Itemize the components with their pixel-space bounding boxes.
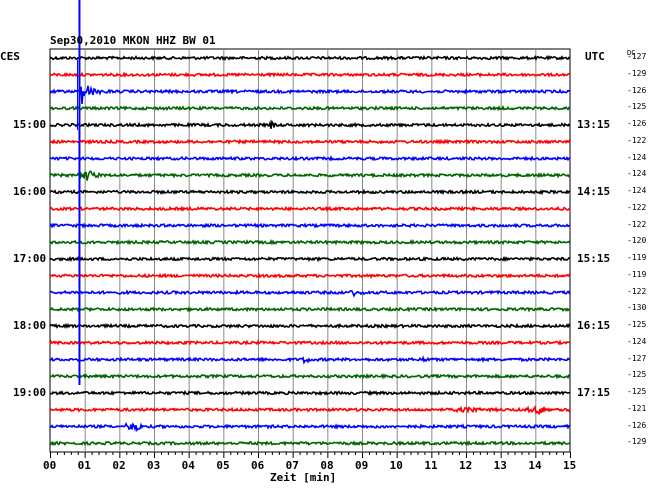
right-time-label: 13:15	[577, 118, 611, 131]
seismic-trace	[49, 71, 570, 78]
plot-frame	[49, 48, 571, 453]
x-tick-label: 11	[424, 459, 438, 472]
dc-value: -125	[627, 102, 647, 112]
x-tick-label: 05	[216, 459, 230, 472]
chart-title: Sep30,2010 MKON HHZ BW 01	[50, 34, 216, 47]
seismic-trace	[49, 389, 571, 397]
dc-value: -122	[627, 286, 647, 296]
dc-value: -124	[627, 186, 647, 195]
seismic-trace	[49, 339, 571, 346]
seismic-trace	[49, 55, 571, 62]
dc-value: -125	[627, 370, 647, 380]
seismic-trace	[49, 188, 571, 196]
dc-value: -122	[627, 219, 647, 229]
left-time-label: 16:00	[13, 185, 47, 198]
seismic-trace	[49, 289, 571, 298]
right-time-label: 15:15	[577, 252, 611, 265]
right-axis-label: UTC	[585, 50, 605, 63]
dc-value: -122	[627, 202, 647, 212]
dc-value: -120	[627, 236, 647, 246]
left-time-label: 18:00	[13, 319, 47, 332]
dc-value: -125	[627, 387, 647, 396]
right-time-label: 17:15	[577, 386, 611, 399]
dc-value: -126	[627, 85, 647, 95]
x-tick-label: 07	[285, 459, 299, 472]
seismic-trace	[49, 372, 571, 380]
dc-value: -124	[627, 336, 647, 346]
seismic-trace	[49, 85, 571, 105]
right-time-label: 16:15	[577, 319, 611, 332]
seismic-trace	[49, 305, 571, 313]
x-tick-label: 13	[493, 459, 507, 472]
dc-value: -122	[627, 135, 647, 145]
dc-value: -125	[627, 320, 647, 329]
x-tick-label: 06	[251, 459, 265, 472]
seismic-trace	[49, 405, 571, 416]
seismic-trace	[49, 322, 571, 330]
left-time-label: 15:00	[13, 118, 47, 131]
x-tick-label: 09	[355, 459, 369, 472]
dc-value: -126	[627, 420, 647, 430]
dc-value: -119	[627, 253, 647, 262]
dc-value: -124	[627, 169, 647, 179]
seismic-trace	[49, 421, 571, 433]
right-time-label: 14:15	[577, 185, 611, 198]
dc-value: -126	[627, 119, 647, 128]
x-tick-label: 14	[528, 459, 542, 472]
dc-value: -129	[627, 68, 647, 78]
seismic-trace	[49, 205, 571, 213]
seismic-trace	[49, 272, 571, 279]
seismic-trace	[49, 238, 571, 246]
dc-value: -127	[627, 353, 647, 363]
seismic-trace	[49, 222, 570, 229]
x-tick-label: 01	[77, 459, 91, 472]
seismic-trace	[49, 355, 571, 365]
dc-value: -121	[627, 403, 647, 413]
dc-label: DC	[627, 49, 636, 57]
x-tick-label: 12	[459, 459, 473, 472]
dc-value: -124	[627, 152, 647, 162]
left-time-label: 19:00	[13, 386, 47, 399]
x-tick-label: 10	[389, 459, 403, 472]
left-time-label: 17:00	[13, 252, 47, 265]
seismic-trace	[50, 119, 571, 129]
seismic-trace	[49, 155, 571, 162]
x-tick-label: 08	[320, 459, 334, 472]
seismic-trace	[49, 440, 571, 447]
x-tick-label: 15	[563, 459, 577, 472]
dc-value: -127	[627, 52, 647, 61]
seismic-trace	[49, 170, 571, 182]
left-axis-label: CES	[0, 50, 20, 63]
seismic-trace	[49, 138, 571, 145]
seismic-trace	[49, 255, 571, 263]
x-tick-label: 00	[43, 459, 57, 472]
seismic-trace	[49, 105, 571, 112]
dc-value: -130	[627, 303, 647, 313]
dc-value: -119	[627, 269, 647, 279]
x-tick-label: 04	[181, 459, 195, 472]
x-axis-label: Zeit [min]	[270, 471, 337, 484]
dc-value: -129	[627, 437, 647, 447]
x-tick-label: 02	[112, 459, 126, 472]
x-tick-label: 03	[147, 459, 161, 472]
